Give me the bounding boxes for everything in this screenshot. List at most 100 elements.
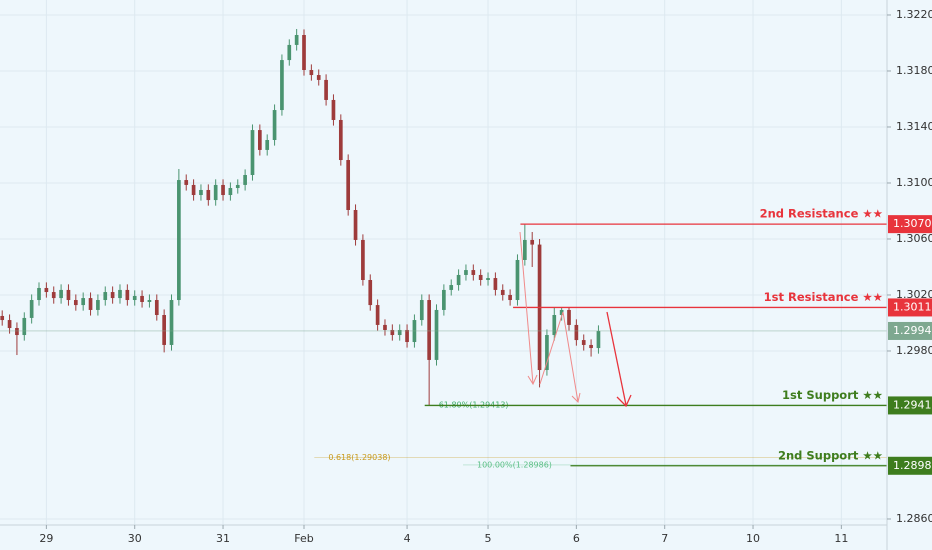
y-tick-label: 1.30200 [896,288,932,301]
candle-body [132,295,137,301]
candle-body [228,188,233,196]
arrow [539,311,579,403]
candle-body [427,300,431,360]
level-price: 1.30706 [893,217,932,230]
candle-body [434,309,439,360]
candle-body [154,300,159,315]
y-tick-label: 1.31800 [896,64,932,77]
candle-body [500,289,505,295]
grid [0,0,887,525]
candle-body [456,274,461,286]
level-label: 2nd Support ★★ [778,448,883,462]
candle-body [140,295,144,302]
candle-body [191,184,196,196]
candle-body [103,292,108,301]
x-tick-label: 7 [661,532,668,545]
x-tick-label: 6 [573,532,580,545]
x-tick-label: 5 [485,532,492,545]
candle-body [206,189,211,201]
arrow-head [616,394,632,408]
axes: 1.32200 1.31800 1.31400 1.31000 1.30600 1.302… [39,8,932,545]
candle-body [442,289,446,310]
candle-body [581,340,586,345]
candle-body [59,289,63,299]
candle-body [493,278,498,290]
candle-body [15,328,19,336]
level-badge [888,456,932,475]
candle-body [449,285,454,290]
candle-body [515,259,520,301]
x-tick-label: 29 [39,532,53,545]
candle-body [559,309,564,315]
candle-body [574,324,579,341]
level-label: 2nd Resistance ★★ [760,207,883,221]
candle-body [177,180,181,301]
level-label: 1st Support ★★ [782,388,883,402]
candle-body [338,119,343,161]
candle-body [471,270,476,275]
candle-body [118,289,122,299]
candle-body [88,298,93,310]
candle-body [199,189,203,196]
candle-body [44,287,49,293]
fib-label: 0.618(1.29038) [328,453,390,462]
candle-body [7,320,12,329]
candle-body [96,300,100,310]
arrow-head [527,374,538,386]
candle-body [508,294,512,301]
candle-body [37,287,41,301]
candle-body [419,300,424,321]
candle-body [51,292,56,299]
x-tick-label: 4 [404,532,411,545]
candle-body [361,239,365,280]
arrow [606,311,627,406]
candle-body [464,270,468,275]
level-label: 1st Resistance ★★ [764,290,883,304]
candle-body [221,184,225,196]
last-price-label: 1.29943 [893,324,932,337]
candle-body [331,99,336,120]
candle-body [397,329,402,336]
candle-body [309,70,314,76]
y-tick-label: 1.32200 [896,8,932,21]
candle-body [383,324,387,330]
candle-body [0,315,5,321]
candle-body [272,110,277,140]
x-tick-label: 30 [128,532,142,545]
candle-body [169,300,174,345]
x-tick-label: 11 [834,532,848,545]
candle-body [596,330,601,349]
candle-body [147,300,152,302]
candle-body [243,175,247,185]
candle-body [250,130,255,175]
last-price-badge [888,321,932,340]
candle-body [486,278,490,280]
projection-arrows [519,231,632,408]
candle-body [353,210,358,240]
candle-body [390,329,395,336]
candle-body [405,329,409,343]
level-badge [888,215,932,234]
candle-body [29,300,34,318]
candle-body [324,79,328,100]
y-tick-label: 1.31000 [896,176,932,189]
candle-body [522,239,527,260]
candle-body [545,335,549,371]
candle-body [346,160,351,210]
fib-label: 100.00%(1.28986) [477,460,552,469]
candle-body [184,180,189,185]
candle-body [302,35,306,70]
candle-body [213,184,218,201]
arrow [519,231,534,385]
candle-body [110,292,115,299]
level-price: 1.28980 [893,459,932,472]
candle-body [478,274,483,280]
y-tick-label: 1.28600 [896,512,932,525]
annotations: 61.80%(1.29413)0.618(1.29038)100.00%(1.2… [0,207,887,469]
candle-body [235,184,240,189]
candle-body [589,344,593,349]
level-badge [888,396,932,415]
